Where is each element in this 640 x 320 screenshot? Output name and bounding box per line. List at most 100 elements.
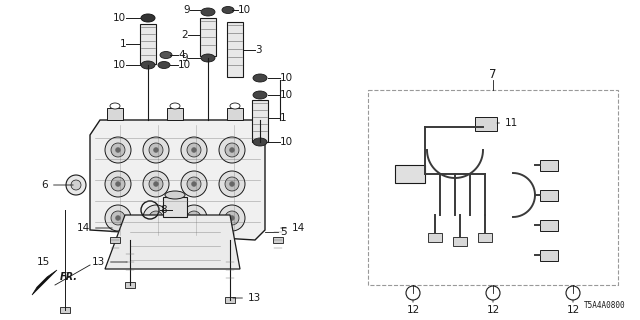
Ellipse shape [141,14,155,22]
Text: 15: 15 [36,257,50,267]
Bar [125,282,135,288]
Bar [273,237,283,243]
Polygon shape [105,215,240,269]
Ellipse shape [253,138,267,146]
Bar [163,197,187,217]
Text: 10: 10 [178,60,191,70]
Circle shape [154,215,159,220]
Bar [478,233,492,242]
Polygon shape [32,270,57,295]
Circle shape [566,286,580,300]
Text: 10: 10 [113,60,126,70]
Circle shape [225,211,239,225]
Circle shape [230,148,234,153]
Text: 5: 5 [280,227,287,237]
Text: 10: 10 [280,137,293,147]
Circle shape [187,143,201,157]
Circle shape [181,171,207,197]
Ellipse shape [110,103,120,109]
Text: 13: 13 [233,293,261,303]
Text: 9: 9 [184,5,190,15]
Ellipse shape [222,6,234,13]
Bar [540,220,558,231]
Bar [540,160,558,171]
Text: 1: 1 [120,39,126,49]
Ellipse shape [158,61,170,68]
Text: 10: 10 [113,13,126,23]
Circle shape [66,175,86,195]
Circle shape [115,181,120,187]
Circle shape [105,205,131,231]
Text: 12: 12 [566,300,580,315]
Bar [60,307,70,313]
Ellipse shape [165,191,185,199]
Text: 12: 12 [486,300,500,315]
Circle shape [219,205,245,231]
Text: 12: 12 [406,300,420,315]
Bar [200,18,216,56]
Circle shape [230,181,234,187]
Circle shape [219,137,245,163]
Bar [540,250,558,261]
Text: 10: 10 [238,5,251,15]
Circle shape [486,286,500,300]
Circle shape [181,137,207,163]
Text: 3: 3 [255,45,262,55]
Circle shape [406,286,420,300]
Text: 10: 10 [280,90,293,100]
Ellipse shape [253,74,267,82]
Circle shape [154,181,159,187]
Circle shape [149,177,163,191]
Circle shape [187,211,201,225]
Circle shape [225,177,239,191]
Circle shape [115,148,120,153]
Ellipse shape [201,8,215,16]
Text: T5A4A0800: T5A4A0800 [584,301,625,310]
Circle shape [143,137,169,163]
Bar [475,117,497,131]
Text: 6: 6 [42,180,73,190]
Text: 2: 2 [181,30,188,40]
Text: 4: 4 [178,50,184,60]
Circle shape [149,143,163,157]
Bar [540,190,558,201]
Circle shape [115,215,120,220]
Bar [225,297,235,303]
Text: 8: 8 [160,205,166,215]
Circle shape [143,171,169,197]
Bar [227,22,243,77]
Bar [167,108,183,120]
Circle shape [181,205,207,231]
Circle shape [149,211,163,225]
Text: 9: 9 [181,53,188,63]
Circle shape [225,143,239,157]
Circle shape [187,177,201,191]
Bar [140,24,156,64]
Ellipse shape [201,54,215,62]
Circle shape [71,180,81,190]
Circle shape [111,211,125,225]
Bar [453,237,467,246]
Text: 13: 13 [92,257,127,267]
Circle shape [111,177,125,191]
Circle shape [154,148,159,153]
Circle shape [191,148,196,153]
Bar [428,233,442,242]
Ellipse shape [160,52,172,59]
Text: 14: 14 [281,223,305,233]
Text: 7: 7 [489,68,497,82]
Bar [110,237,120,243]
Circle shape [219,171,245,197]
Bar [368,90,618,285]
Text: 1: 1 [280,113,287,123]
Ellipse shape [253,91,267,99]
Circle shape [111,143,125,157]
Text: 10: 10 [280,73,293,83]
Ellipse shape [170,103,180,109]
Text: 11: 11 [497,118,518,128]
Circle shape [105,137,131,163]
Bar [252,100,268,142]
Circle shape [191,215,196,220]
Circle shape [105,171,131,197]
Bar [395,165,425,183]
